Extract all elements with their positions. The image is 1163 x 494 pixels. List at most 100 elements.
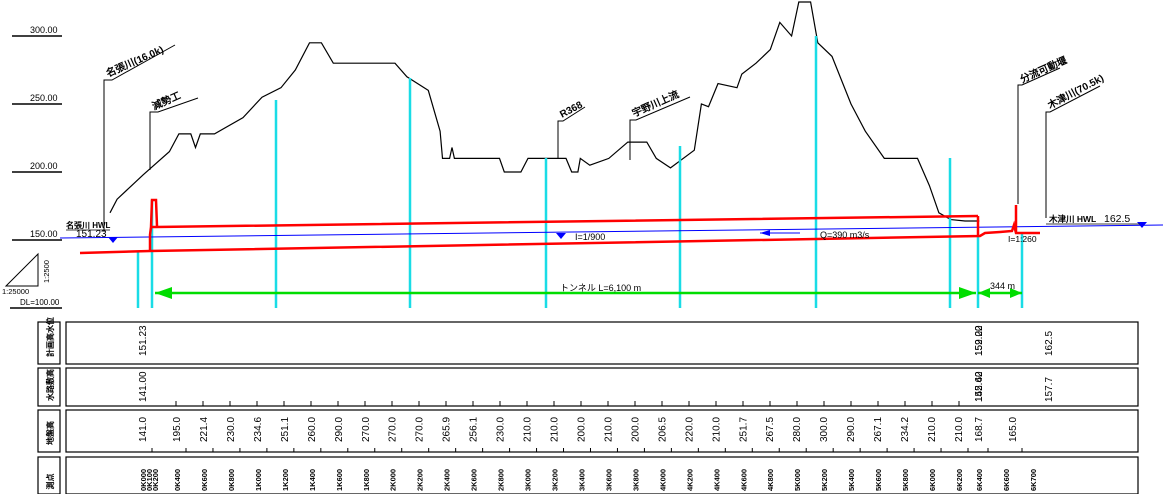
diversion-work-leader bbox=[149, 97, 199, 170]
station-cell: 1K200 bbox=[281, 469, 290, 491]
tick-300-label: 300.00 bbox=[30, 25, 58, 35]
station-cell: 0K600 bbox=[200, 469, 209, 491]
ground-elevation-cell: 270.0 bbox=[415, 417, 426, 442]
station-cell: 4K400 bbox=[712, 469, 721, 491]
ground-elevation-cell: 265.9 bbox=[442, 417, 453, 442]
table-cell: 151.23 bbox=[138, 325, 149, 356]
left-hwl-marker-icon bbox=[108, 237, 118, 243]
ground-elevation-cell: 200.0 bbox=[630, 417, 641, 442]
right-river-label: 木津川(70.5k) bbox=[1044, 71, 1105, 112]
tunnel-inlet-wall bbox=[148, 198, 159, 251]
ground-elevation-cell: 210.0 bbox=[927, 417, 938, 442]
ground-elevation-cell: 230.0 bbox=[496, 417, 507, 442]
right-hwl-value: 162.5 bbox=[1104, 213, 1130, 225]
station-cell: 4K200 bbox=[685, 469, 694, 491]
table-cell: 152.40 bbox=[974, 371, 985, 402]
station-cell: 2K800 bbox=[497, 469, 506, 491]
ground-elevation-cell: 230.0 bbox=[226, 417, 237, 442]
station-cell: 0K100 bbox=[145, 469, 154, 491]
route-leader bbox=[557, 106, 586, 158]
row-header-cell bbox=[37, 456, 61, 494]
mid-hwl-marker-icon bbox=[556, 233, 566, 239]
ground-elevation-cell: 251.1 bbox=[280, 417, 291, 442]
right-river-leader bbox=[1045, 85, 1101, 218]
ground-elevation-cell: 168.7 bbox=[974, 417, 985, 442]
table-cell: 145.62 bbox=[974, 371, 985, 402]
tunnel-invert-line bbox=[79, 220, 1040, 255]
tunnel-dim-right-arrow bbox=[959, 287, 976, 299]
station-cell: 6K200 bbox=[955, 469, 964, 491]
discharge-label: Q=390 m3/s bbox=[820, 230, 870, 240]
station-cell: 0K200 bbox=[151, 469, 160, 491]
ground-elevation-cell: 210.0 bbox=[711, 417, 722, 442]
left-river-label: 名張川(16.0k) bbox=[104, 43, 166, 80]
station-cell: 6K700 bbox=[1029, 469, 1038, 491]
station-cell: 1K800 bbox=[362, 469, 371, 491]
tunnel-ceiling-line bbox=[151, 214, 979, 229]
row-header-cell bbox=[37, 367, 61, 407]
station-cell: 3K800 bbox=[631, 469, 640, 491]
ground-profile-line bbox=[109, 1, 980, 222]
ground-elevation-cell: 200.0 bbox=[576, 417, 587, 442]
row-label: 地盤高 bbox=[45, 421, 55, 445]
table-cell: 157.7 bbox=[1044, 377, 1055, 402]
station-cell: 6K400 bbox=[975, 469, 984, 491]
tunnel-length-label: トンネル L=6,100 m bbox=[560, 283, 641, 293]
station-cell: 2K400 bbox=[443, 469, 452, 491]
row-label: 測点 bbox=[45, 474, 55, 490]
diversion-weir-label: 分流可動堰 bbox=[1018, 54, 1069, 86]
route-label: R368 bbox=[558, 100, 585, 121]
left-hwl-label: 名張川 HWL bbox=[66, 220, 111, 230]
row-label: 計画高水位 bbox=[45, 317, 55, 357]
station-lines bbox=[136, 36, 1024, 308]
flow-arrow-head bbox=[760, 230, 770, 236]
ground-elevation-cell: 165.0 bbox=[1008, 417, 1019, 442]
table-cell: 162.5 bbox=[1044, 331, 1055, 356]
station-cell: 2K200 bbox=[416, 469, 425, 491]
row-body-cell bbox=[65, 321, 1139, 365]
row-header-cell bbox=[37, 409, 61, 453]
station-cell: 0K400 bbox=[173, 469, 182, 491]
station-cell: 1K000 bbox=[254, 469, 263, 491]
station-cell: 4K000 bbox=[658, 469, 667, 491]
ground-elevation-cell: 267.1 bbox=[873, 417, 884, 442]
right-hwl-label: 木津川 HWL bbox=[1048, 214, 1096, 224]
ground-elevation-cell: 206.5 bbox=[657, 417, 668, 442]
station-cell: 3K200 bbox=[551, 469, 560, 491]
tunnel-dim-left-arrow bbox=[155, 287, 172, 299]
station-cell: 5K600 bbox=[874, 469, 883, 491]
station-cell: 4K600 bbox=[739, 469, 748, 491]
ground-elevation-cell: 270.0 bbox=[388, 417, 399, 442]
station-cell: 3K400 bbox=[577, 469, 586, 491]
gradient-main-label: I=1/900 bbox=[575, 232, 605, 242]
station-cell: 6K000 bbox=[928, 469, 937, 491]
station-cell: 6K600 bbox=[1002, 469, 1011, 491]
ground-elevation-cell: 290.0 bbox=[846, 417, 857, 442]
datum-label: DL=100.00 bbox=[20, 298, 60, 307]
ground-elevation-cell: 280.0 bbox=[792, 417, 803, 442]
tick-150-label: 150.00 bbox=[30, 229, 58, 239]
station-cell: 5K400 bbox=[847, 469, 856, 491]
station-cell: 2K600 bbox=[470, 469, 479, 491]
ground-elevation-cell: 267.5 bbox=[765, 417, 776, 442]
station-cell: 1K600 bbox=[335, 469, 344, 491]
station-cell: 5K200 bbox=[820, 469, 829, 491]
vertical-scale-label: 1:2500 bbox=[42, 260, 51, 283]
tick-250-label: 250.00 bbox=[30, 93, 58, 103]
ground-elevation-cell: 260.0 bbox=[307, 417, 318, 442]
table-cell: 152.22 bbox=[974, 325, 985, 356]
horizontal-scale-label: 1:25000 bbox=[2, 287, 29, 296]
elevation-axis: 300.00 250.00 200.00 150.00 DL=100.00 bbox=[10, 25, 62, 309]
station-cell: 1K400 bbox=[308, 469, 317, 491]
upper-river-leader bbox=[629, 96, 691, 160]
right-hwl-marker-icon bbox=[1137, 222, 1147, 228]
station-cell: 0K000 bbox=[139, 469, 148, 491]
ground-elevation-cell: 220.0 bbox=[684, 417, 695, 442]
ground-elevation-cell: 234.2 bbox=[900, 417, 911, 442]
row-body-cell bbox=[65, 456, 1139, 494]
ground-elevation-cell: 210.0 bbox=[954, 417, 965, 442]
ground-elevation-cell: 256.1 bbox=[469, 417, 480, 442]
